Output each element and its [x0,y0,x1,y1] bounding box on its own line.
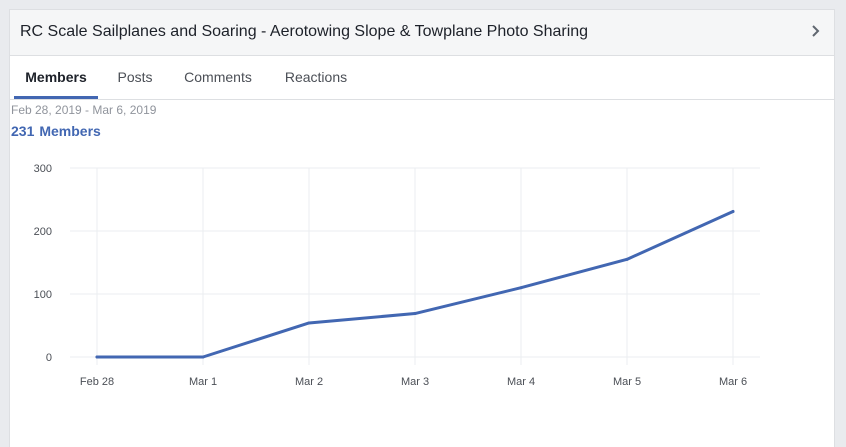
member-count-label: Members [39,123,101,139]
member-count: 231 [11,123,35,139]
card-header[interactable]: RC Scale Sailplanes and Soaring - Aeroto… [10,10,834,56]
tab-bar: Members Posts Comments Reactions [10,56,834,100]
data-point [307,321,311,325]
y-tick-label: 0 [46,352,52,364]
y-tick-label: 300 [34,163,52,175]
x-tick-label: Mar 2 [295,376,323,388]
data-point [731,209,735,213]
tab-posts[interactable]: Posts [117,69,153,85]
group-title: RC Scale Sailplanes and Soaring - Aeroto… [20,23,589,40]
data-point [519,286,523,290]
chevron-right-icon[interactable] [808,23,824,39]
tab-reactions[interactable]: Reactions [284,69,348,85]
data-point [95,355,99,359]
x-tick-label: Mar 3 [401,376,429,388]
data-point [413,312,417,316]
date-range: Feb 28, 2019 - Mar 6, 2019 [11,103,157,117]
x-tick-label: Mar 5 [613,376,641,388]
x-tick-label: Mar 4 [507,376,535,388]
x-tick-label: Mar 1 [189,376,217,388]
data-point [201,355,205,359]
y-tick-label: 100 [34,289,52,301]
member-count-summary: 231 Members [11,123,101,139]
data-point [625,257,629,261]
x-tick-label: Mar 6 [719,376,747,388]
tab-members[interactable]: Members [14,56,98,99]
tab-comments[interactable]: Comments [184,69,252,85]
x-tick-label: Feb 28 [80,376,114,388]
y-tick-label: 200 [34,226,52,238]
